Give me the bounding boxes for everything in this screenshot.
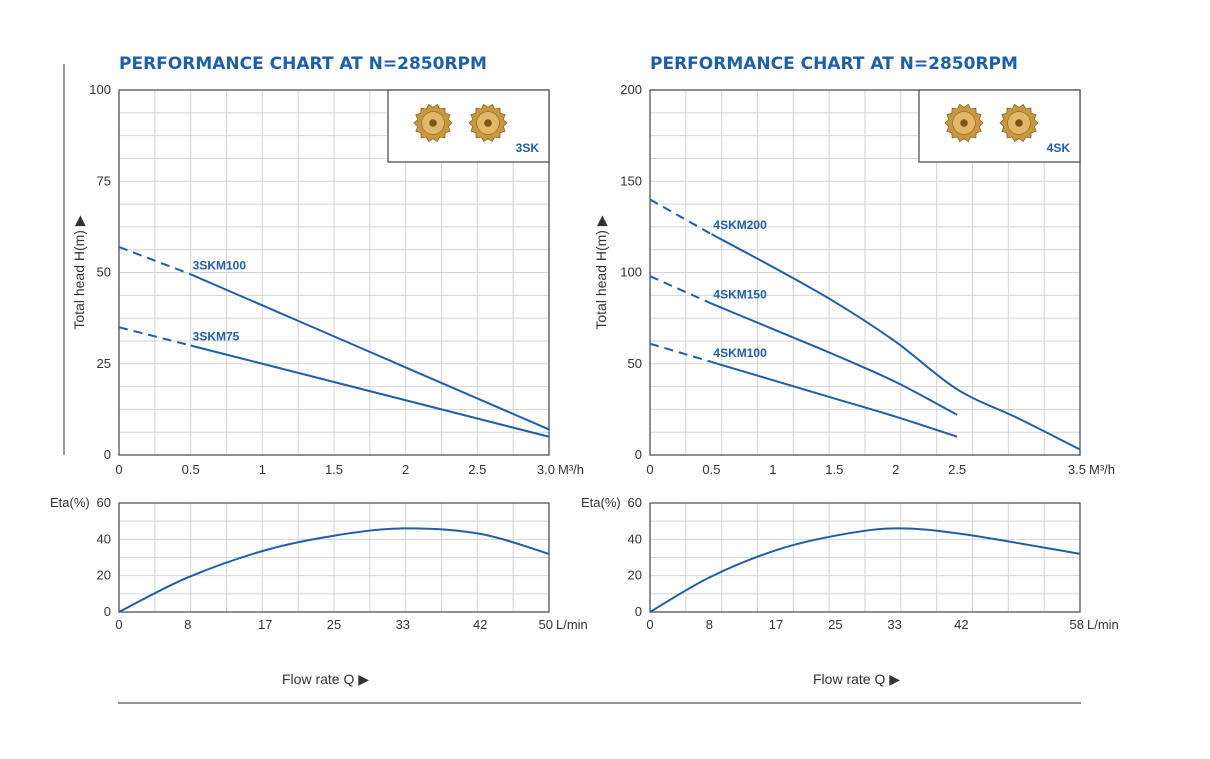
series-line [711, 360, 958, 438]
efficiency-plot: 0 20 40 60 Eta(%) 0 8 17 25 33 42 50 L/min [50, 495, 588, 632]
eta-x-tick-label: 8 [706, 617, 713, 632]
eta-y-tick-label: 60 [97, 495, 111, 510]
flow-rate-label: Flow rate Q ▶ [813, 671, 900, 687]
inset-label: 4SK [1047, 141, 1071, 155]
series-dashed-segment [649, 198, 712, 236]
eta-x-tick-label: 42 [954, 617, 968, 632]
series-4skm150: 4SKM150 [649, 275, 958, 416]
chart-title: PERFORMANCE CHART AT N=2850RPM [650, 54, 1018, 74]
eta-x-tick-label: 8 [184, 617, 191, 632]
eta-y-tick-label: 60 [628, 495, 642, 510]
eta-axis-label: Eta(%) [581, 495, 621, 510]
y-tick-label: 50 [628, 356, 642, 371]
x-unit-label: M³/h [558, 462, 584, 477]
flow-rate-label: Flow rate Q ▶ [282, 671, 369, 687]
series-dashed-segment [649, 342, 712, 363]
eta-x-unit-label: L/min [1087, 617, 1119, 632]
y-axis-label: Total head H(m) ▶ [593, 215, 609, 329]
y-tick-label: 50 [97, 265, 111, 280]
impeller-inset: 3SK [387, 89, 550, 163]
x-tick-label: 0 [646, 462, 653, 477]
series-line [190, 344, 550, 438]
series-label: 4SKM200 [713, 218, 767, 232]
x-tick-label: 2.5 [948, 462, 966, 477]
x-tick-label: 0 [115, 462, 122, 477]
efficiency-plot: 0 20 40 60 Eta(%) 0 8 17 25 33 42 58 L/min [581, 495, 1119, 632]
eta-y-tick-label: 20 [628, 568, 642, 583]
x-tick-label: 1 [769, 462, 776, 477]
series-3skm100: 3SKM100 [118, 246, 550, 431]
series-dashed-segment [118, 326, 191, 347]
eta-x-tick-label: 17 [258, 617, 272, 632]
eta-y-tick-label: 0 [635, 604, 642, 619]
eta-x-tick-label: 0 [646, 617, 653, 632]
x-tick-label: 0.5 [182, 462, 200, 477]
x-tick-label: 2 [892, 462, 899, 477]
impeller-inset: 4SK [918, 89, 1081, 163]
eta-x-tick-label: 58 [1070, 617, 1084, 632]
y-tick-label: 100 [620, 265, 642, 280]
chart-panel-3sk: PERFORMANCE CHART AT N=2850RPM0255075100… [50, 54, 588, 687]
x-tick-label: 0.5 [702, 462, 720, 477]
efficiency-curve [649, 527, 1081, 613]
x-tick-label: 3.0 [537, 462, 555, 477]
series-line [710, 233, 1081, 451]
x-unit-label: M³/h [1089, 462, 1115, 477]
eta-x-unit-label: L/min [556, 617, 588, 632]
eta-y-tick-label: 40 [97, 531, 111, 546]
efficiency-curve [118, 527, 550, 613]
eta-axis-label: Eta(%) [50, 495, 90, 510]
eta-x-tick-label: 33 [396, 617, 410, 632]
y-tick-label: 200 [620, 82, 642, 97]
x-tick-label: 3.5 [1068, 462, 1086, 477]
y-tick-label: 0 [635, 447, 642, 462]
eta-y-tick-label: 40 [628, 531, 642, 546]
series-dashed-segment [118, 246, 192, 276]
eta-x-tick-label: 25 [327, 617, 341, 632]
head-plot-frame [649, 89, 1081, 456]
impeller-icon [999, 103, 1039, 143]
series-line [190, 273, 550, 431]
y-tick-label: 0 [104, 447, 111, 462]
eta-x-tick-label: 33 [887, 617, 901, 632]
eta-y-tick-label: 20 [97, 568, 111, 583]
eta-x-tick-label: 50 [539, 617, 553, 632]
eta-y-tick-label: 0 [104, 604, 111, 619]
eta-x-tick-label: 42 [473, 617, 487, 632]
y-tick-label: 100 [89, 82, 111, 97]
y-tick-label: 25 [97, 356, 111, 371]
impeller-icon [944, 103, 984, 143]
efficiency-plot-frame [649, 502, 1081, 613]
y-tick-label: 75 [97, 173, 111, 188]
inset-label: 3SK [516, 141, 540, 155]
x-tick-label: 1 [259, 462, 266, 477]
eta-x-tick-label: 17 [769, 617, 783, 632]
series-label: 3SKM100 [193, 258, 247, 272]
y-tick-label: 150 [620, 173, 642, 188]
series-3skm75: 3SKM75 [118, 326, 550, 438]
eta-x-tick-label: 25 [828, 617, 842, 632]
impeller-icon [468, 103, 508, 143]
series-dashed-segment [649, 275, 712, 305]
head-plot-frame [118, 89, 550, 456]
x-tick-label: 2 [402, 462, 409, 477]
efficiency-plot-frame [118, 502, 550, 613]
series-label: 4SKM150 [713, 288, 767, 302]
series-4skm100: 4SKM100 [649, 342, 958, 438]
series-label: 4SKM100 [713, 346, 767, 360]
series-line [711, 302, 958, 416]
chart-title: PERFORMANCE CHART AT N=2850RPM [119, 54, 487, 74]
impeller-icon [413, 103, 453, 143]
series-label: 3SKM75 [193, 330, 240, 344]
series-4skm200: 4SKM200 [649, 198, 1081, 451]
chart-panel-4sk: PERFORMANCE CHART AT N=2850RPM0501001502… [581, 54, 1119, 687]
eta-x-tick-label: 0 [115, 617, 122, 632]
x-tick-label: 2.5 [468, 462, 486, 477]
x-tick-label: 1.5 [825, 462, 843, 477]
x-tick-label: 1.5 [325, 462, 343, 477]
y-axis-label: Total head H(m) ▶ [71, 215, 87, 329]
